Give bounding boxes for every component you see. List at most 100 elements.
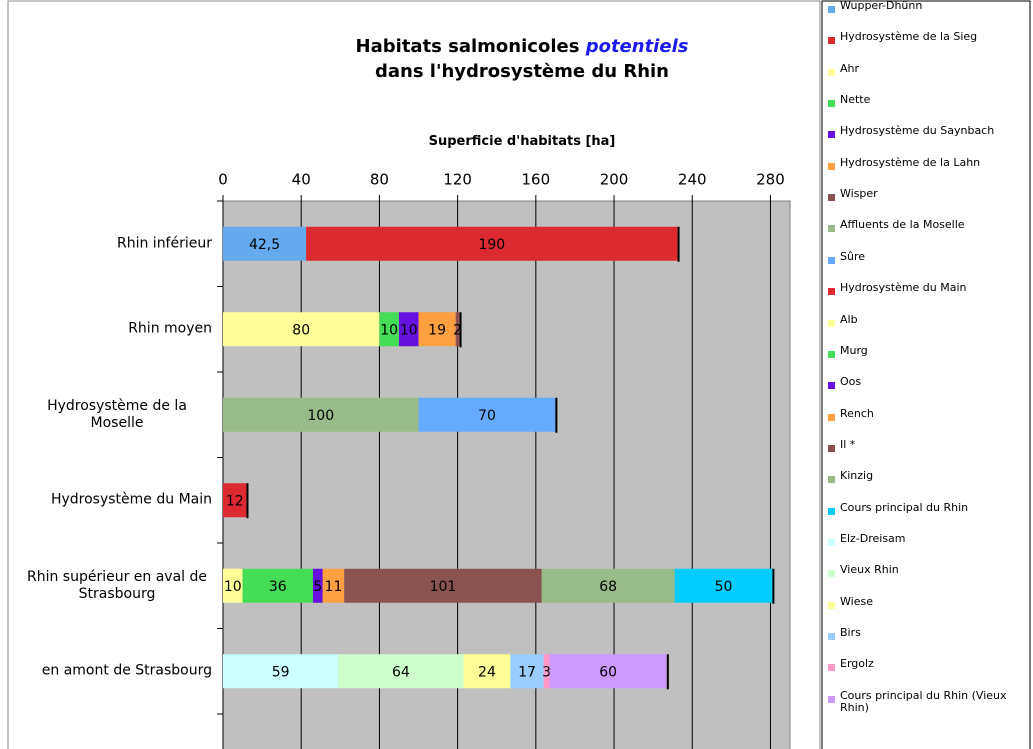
data-label: 100 xyxy=(307,408,334,424)
data-label: 5 xyxy=(313,579,322,595)
legend-swatch xyxy=(828,131,835,139)
legend-swatch xyxy=(828,413,835,421)
legend-swatch xyxy=(828,601,835,609)
legend-label: Hydrosystème de la Sieg xyxy=(840,30,978,44)
legend-swatch xyxy=(828,570,835,578)
bar-segment xyxy=(223,654,339,689)
data-label: 50 xyxy=(715,579,733,595)
legend-swatch xyxy=(828,633,835,640)
chart-title: Habitats salmonicoles potentiels xyxy=(222,36,822,57)
legend-label: Sûre xyxy=(840,249,866,263)
data-label: 190 xyxy=(478,237,505,253)
data-label: 59 xyxy=(272,664,290,680)
legend-swatch xyxy=(828,444,835,452)
chart-border xyxy=(7,0,821,749)
data-label: 24 xyxy=(478,664,496,680)
legend-swatch xyxy=(828,162,835,170)
bar-segment xyxy=(242,568,313,603)
bar-segment xyxy=(463,654,511,689)
legend-label: Affluents de la Moselle xyxy=(840,218,965,232)
legend-label: Oos xyxy=(840,375,862,389)
x-tick-label: 280 xyxy=(756,171,785,189)
y-tick-label: en amont de Strasbourg xyxy=(41,662,212,679)
data-label: 3 xyxy=(542,664,551,680)
x-axis-title-text: Superficie d'habitats [ha] xyxy=(428,134,616,149)
x-tick-label: 0 xyxy=(218,171,228,189)
bar-segment xyxy=(510,654,544,689)
legend-label: Murg xyxy=(840,343,868,357)
data-label: 80 xyxy=(292,322,310,338)
legend-label: Hydrosystème du Main xyxy=(840,281,967,295)
bar-segment xyxy=(322,568,345,603)
x-tick-label: 160 xyxy=(522,171,551,189)
bar-segment xyxy=(223,226,307,261)
y-tick-label: Hydrosystème de la Moselle xyxy=(47,397,187,431)
data-label: 64 xyxy=(392,664,410,680)
legend-swatch xyxy=(828,319,835,327)
bar-segment xyxy=(338,654,464,689)
legend-label: Wisper xyxy=(840,187,878,201)
legend-swatch xyxy=(828,507,835,515)
data-label: 11 xyxy=(325,579,343,595)
data-label: 10 xyxy=(224,579,242,595)
legend-label: Nette xyxy=(840,93,871,107)
x-tick-label: 200 xyxy=(600,171,629,189)
legend-swatch xyxy=(828,476,835,484)
legend-label: Il * xyxy=(840,437,856,451)
legend-label: Elz-Dreisam xyxy=(840,531,906,545)
legend-swatch xyxy=(828,382,835,390)
data-label: 10 xyxy=(400,322,418,338)
title-emphasis: potentiels xyxy=(585,36,689,57)
x-tick-label: 40 xyxy=(292,171,311,189)
title-part: Habitats salmonicoles xyxy=(355,36,580,57)
bar-segment xyxy=(455,312,460,347)
legend-swatch xyxy=(828,288,835,296)
legend-label: Wupper-Dhünn xyxy=(840,0,923,12)
bar-segment xyxy=(312,568,323,603)
legend-label: Kinzig xyxy=(840,469,874,483)
legend-label: Birs xyxy=(840,626,861,639)
legend-label: Alb xyxy=(840,312,858,326)
bar-segment xyxy=(398,312,419,347)
legend-label: Rench xyxy=(840,406,874,420)
legend-label: Cours principal du Rhin xyxy=(840,500,969,514)
data-label: 68 xyxy=(599,579,617,595)
legend-label: Wiese xyxy=(840,594,873,608)
y-tick-label: Rhin inférieur xyxy=(116,235,212,252)
x-tick-label: 240 xyxy=(678,171,707,189)
data-label: 60 xyxy=(599,664,617,680)
x-tick-label: 80 xyxy=(370,171,389,189)
bar-segment xyxy=(549,654,667,689)
bar-segment xyxy=(543,654,550,689)
legend-swatch xyxy=(828,37,835,45)
legend-label: Vieux Rhin xyxy=(840,563,899,577)
bar-segment xyxy=(418,312,456,347)
bar-segment xyxy=(379,312,399,347)
data-label: 12 xyxy=(226,493,244,509)
title-part: dans l'hydrosystème du Rhin xyxy=(374,61,669,82)
data-label: 17 xyxy=(518,664,536,680)
legend-box xyxy=(821,0,1031,749)
bar-segment xyxy=(674,568,773,603)
data-label: 10 xyxy=(380,322,398,338)
legend-swatch xyxy=(828,256,835,264)
data-label: 70 xyxy=(478,408,496,424)
bar-segment xyxy=(306,226,678,261)
legend-label: Ergolz xyxy=(840,657,874,671)
bar-segment xyxy=(418,397,556,432)
legend-swatch xyxy=(828,68,835,76)
legend-swatch xyxy=(828,664,835,672)
y-tick-label: Rhin supérieur en aval de Strasbourg xyxy=(26,568,208,602)
data-label: 42,5 xyxy=(249,237,280,253)
bar-segment xyxy=(223,312,380,347)
legend-label: Hydrosystème de la Lahn xyxy=(840,155,981,169)
legend-swatch xyxy=(828,194,835,202)
y-tick-label: Hydrosystème du Main xyxy=(50,491,212,508)
data-label: 19 xyxy=(428,322,446,338)
x-tick-label: 120 xyxy=(443,171,472,189)
legend-label: Ahr xyxy=(840,61,860,75)
bar-segment xyxy=(344,568,542,603)
legend-label: Hydrosystème du Saynbach xyxy=(840,124,995,138)
